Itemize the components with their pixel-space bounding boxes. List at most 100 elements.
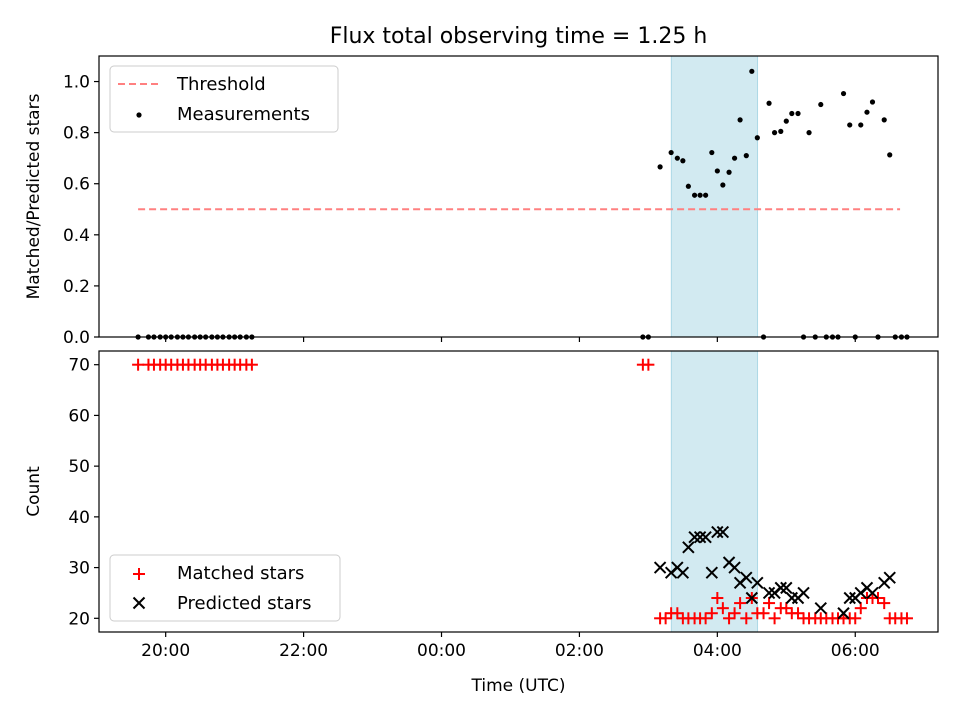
measurement-point bbox=[778, 128, 784, 134]
matched-star-point bbox=[705, 607, 718, 620]
chart-title: Flux total observing time = 1.25 h bbox=[330, 24, 708, 49]
measurement-point bbox=[720, 182, 726, 188]
y-tick-label: 0.4 bbox=[63, 226, 90, 246]
measurement-point bbox=[840, 90, 847, 97]
predicted-star-point bbox=[676, 566, 690, 579]
legend-matched-swatch bbox=[133, 568, 145, 580]
matched-star-point bbox=[849, 612, 862, 625]
axes-frame bbox=[98, 55, 939, 338]
predicted-star-point bbox=[693, 530, 707, 544]
predicted-star-point bbox=[814, 601, 827, 615]
legend-predicted-label: Predicted stars bbox=[177, 593, 311, 614]
predicted-star-point bbox=[699, 530, 712, 544]
y-tick-label: 50 bbox=[68, 457, 90, 477]
measurement-point bbox=[766, 100, 772, 106]
predicted-star-point bbox=[774, 581, 787, 595]
legend-box bbox=[109, 554, 341, 622]
y-tick-label: 70 bbox=[68, 356, 90, 376]
measurement-point bbox=[691, 192, 698, 198]
measurement-point bbox=[703, 192, 709, 198]
y-axis-label: Count bbox=[24, 466, 44, 517]
measurement-point bbox=[697, 192, 703, 198]
measurement-point bbox=[847, 122, 853, 128]
measurement-point bbox=[674, 155, 680, 161]
matched-star-point bbox=[768, 612, 781, 625]
measurement-point bbox=[749, 68, 755, 74]
predicted-star-point bbox=[688, 530, 701, 544]
measurement-point bbox=[887, 152, 893, 158]
matched-star-point bbox=[132, 358, 145, 371]
measurement-point bbox=[806, 130, 812, 136]
measurement-point bbox=[737, 117, 743, 123]
y-axis-label: Matched/Predicted stars bbox=[24, 93, 44, 299]
predicted-star-point bbox=[785, 591, 799, 605]
predicted-star-point bbox=[843, 591, 856, 605]
matched-star-point bbox=[854, 602, 867, 615]
predicted-star-point bbox=[705, 566, 719, 579]
legend-threshold-label: Threshold bbox=[176, 74, 266, 95]
measurement-point bbox=[869, 99, 876, 105]
predicted-star-point bbox=[883, 571, 896, 584]
measurement-point bbox=[685, 183, 691, 189]
measurement-point bbox=[795, 110, 801, 117]
matched-star-point bbox=[757, 607, 770, 620]
matched-star-point bbox=[740, 612, 753, 625]
matched-star-point bbox=[878, 597, 891, 610]
x-tick-label: 04:00 bbox=[693, 641, 742, 661]
measurement-point bbox=[731, 155, 738, 161]
x-tick-label: 22:00 bbox=[279, 641, 328, 661]
predicted-star-point bbox=[797, 586, 810, 600]
predicted-star-point bbox=[711, 525, 724, 539]
legend-measurements-label: Measurements bbox=[177, 104, 310, 125]
predicted-star-point bbox=[762, 586, 776, 600]
measurement-point bbox=[680, 158, 686, 164]
measurement-point bbox=[709, 149, 715, 156]
top-panel-ratio: 0.0 0.2 0.4 0.6 0.8 1.0 Matched/Predicted star… bbox=[24, 55, 939, 348]
measurement-point bbox=[743, 153, 749, 159]
legend-predicted-swatch bbox=[132, 596, 146, 610]
predicted-star-point bbox=[740, 571, 753, 584]
x-tick-label: 02:00 bbox=[555, 641, 604, 661]
matched-star-point bbox=[792, 607, 805, 620]
measurement-point bbox=[771, 130, 778, 136]
x-tick-label: 00:00 bbox=[417, 641, 466, 661]
y-tick-label: 1.0 bbox=[63, 73, 90, 93]
matched-star-point bbox=[734, 597, 747, 610]
predicted-star-point bbox=[837, 607, 850, 620]
y-tick-label: 0.2 bbox=[63, 277, 90, 297]
predicted-star-point bbox=[716, 525, 730, 539]
measurement-point bbox=[818, 101, 824, 108]
series-predicted-stars bbox=[653, 525, 896, 620]
measurement-point bbox=[726, 169, 732, 175]
y-tick-label: 0.8 bbox=[63, 124, 90, 144]
shaded-observing-span bbox=[670, 55, 759, 338]
predicted-star-point bbox=[653, 561, 667, 574]
bottom-panel-counts: 20 30 40 50 60 70 20:00 22:00 00:00 02:00 04:00 06:… bbox=[24, 350, 939, 696]
measurement-point bbox=[754, 135, 760, 141]
series-matched-stars bbox=[132, 358, 913, 625]
legend-bottom: Matched stars Predicted stars bbox=[109, 554, 341, 622]
measurement-point bbox=[657, 164, 663, 170]
y-tick-label: 30 bbox=[68, 559, 90, 579]
measurement-point bbox=[789, 110, 795, 117]
legend-box bbox=[109, 65, 339, 133]
measurement-point bbox=[864, 109, 870, 115]
predicted-star-point bbox=[751, 576, 764, 590]
x-tick-label: 20:00 bbox=[141, 641, 190, 661]
legend-measurements-swatch bbox=[136, 112, 142, 118]
y-tick-label: 60 bbox=[68, 406, 90, 426]
matched-star-point bbox=[711, 592, 724, 605]
predicted-star-point bbox=[682, 541, 695, 554]
matched-star-point bbox=[723, 612, 736, 625]
predicted-star-point bbox=[728, 561, 741, 574]
x-tick-label: 06:00 bbox=[831, 641, 880, 661]
matched-star-point bbox=[900, 612, 913, 625]
matched-star-point bbox=[671, 607, 684, 620]
measurement-point bbox=[783, 118, 789, 124]
matched-star-point bbox=[699, 612, 712, 625]
measurement-point bbox=[668, 149, 674, 156]
legend-top: Threshold Measurements bbox=[109, 65, 339, 133]
measurement-point bbox=[714, 168, 720, 174]
predicted-star-point bbox=[866, 586, 879, 600]
